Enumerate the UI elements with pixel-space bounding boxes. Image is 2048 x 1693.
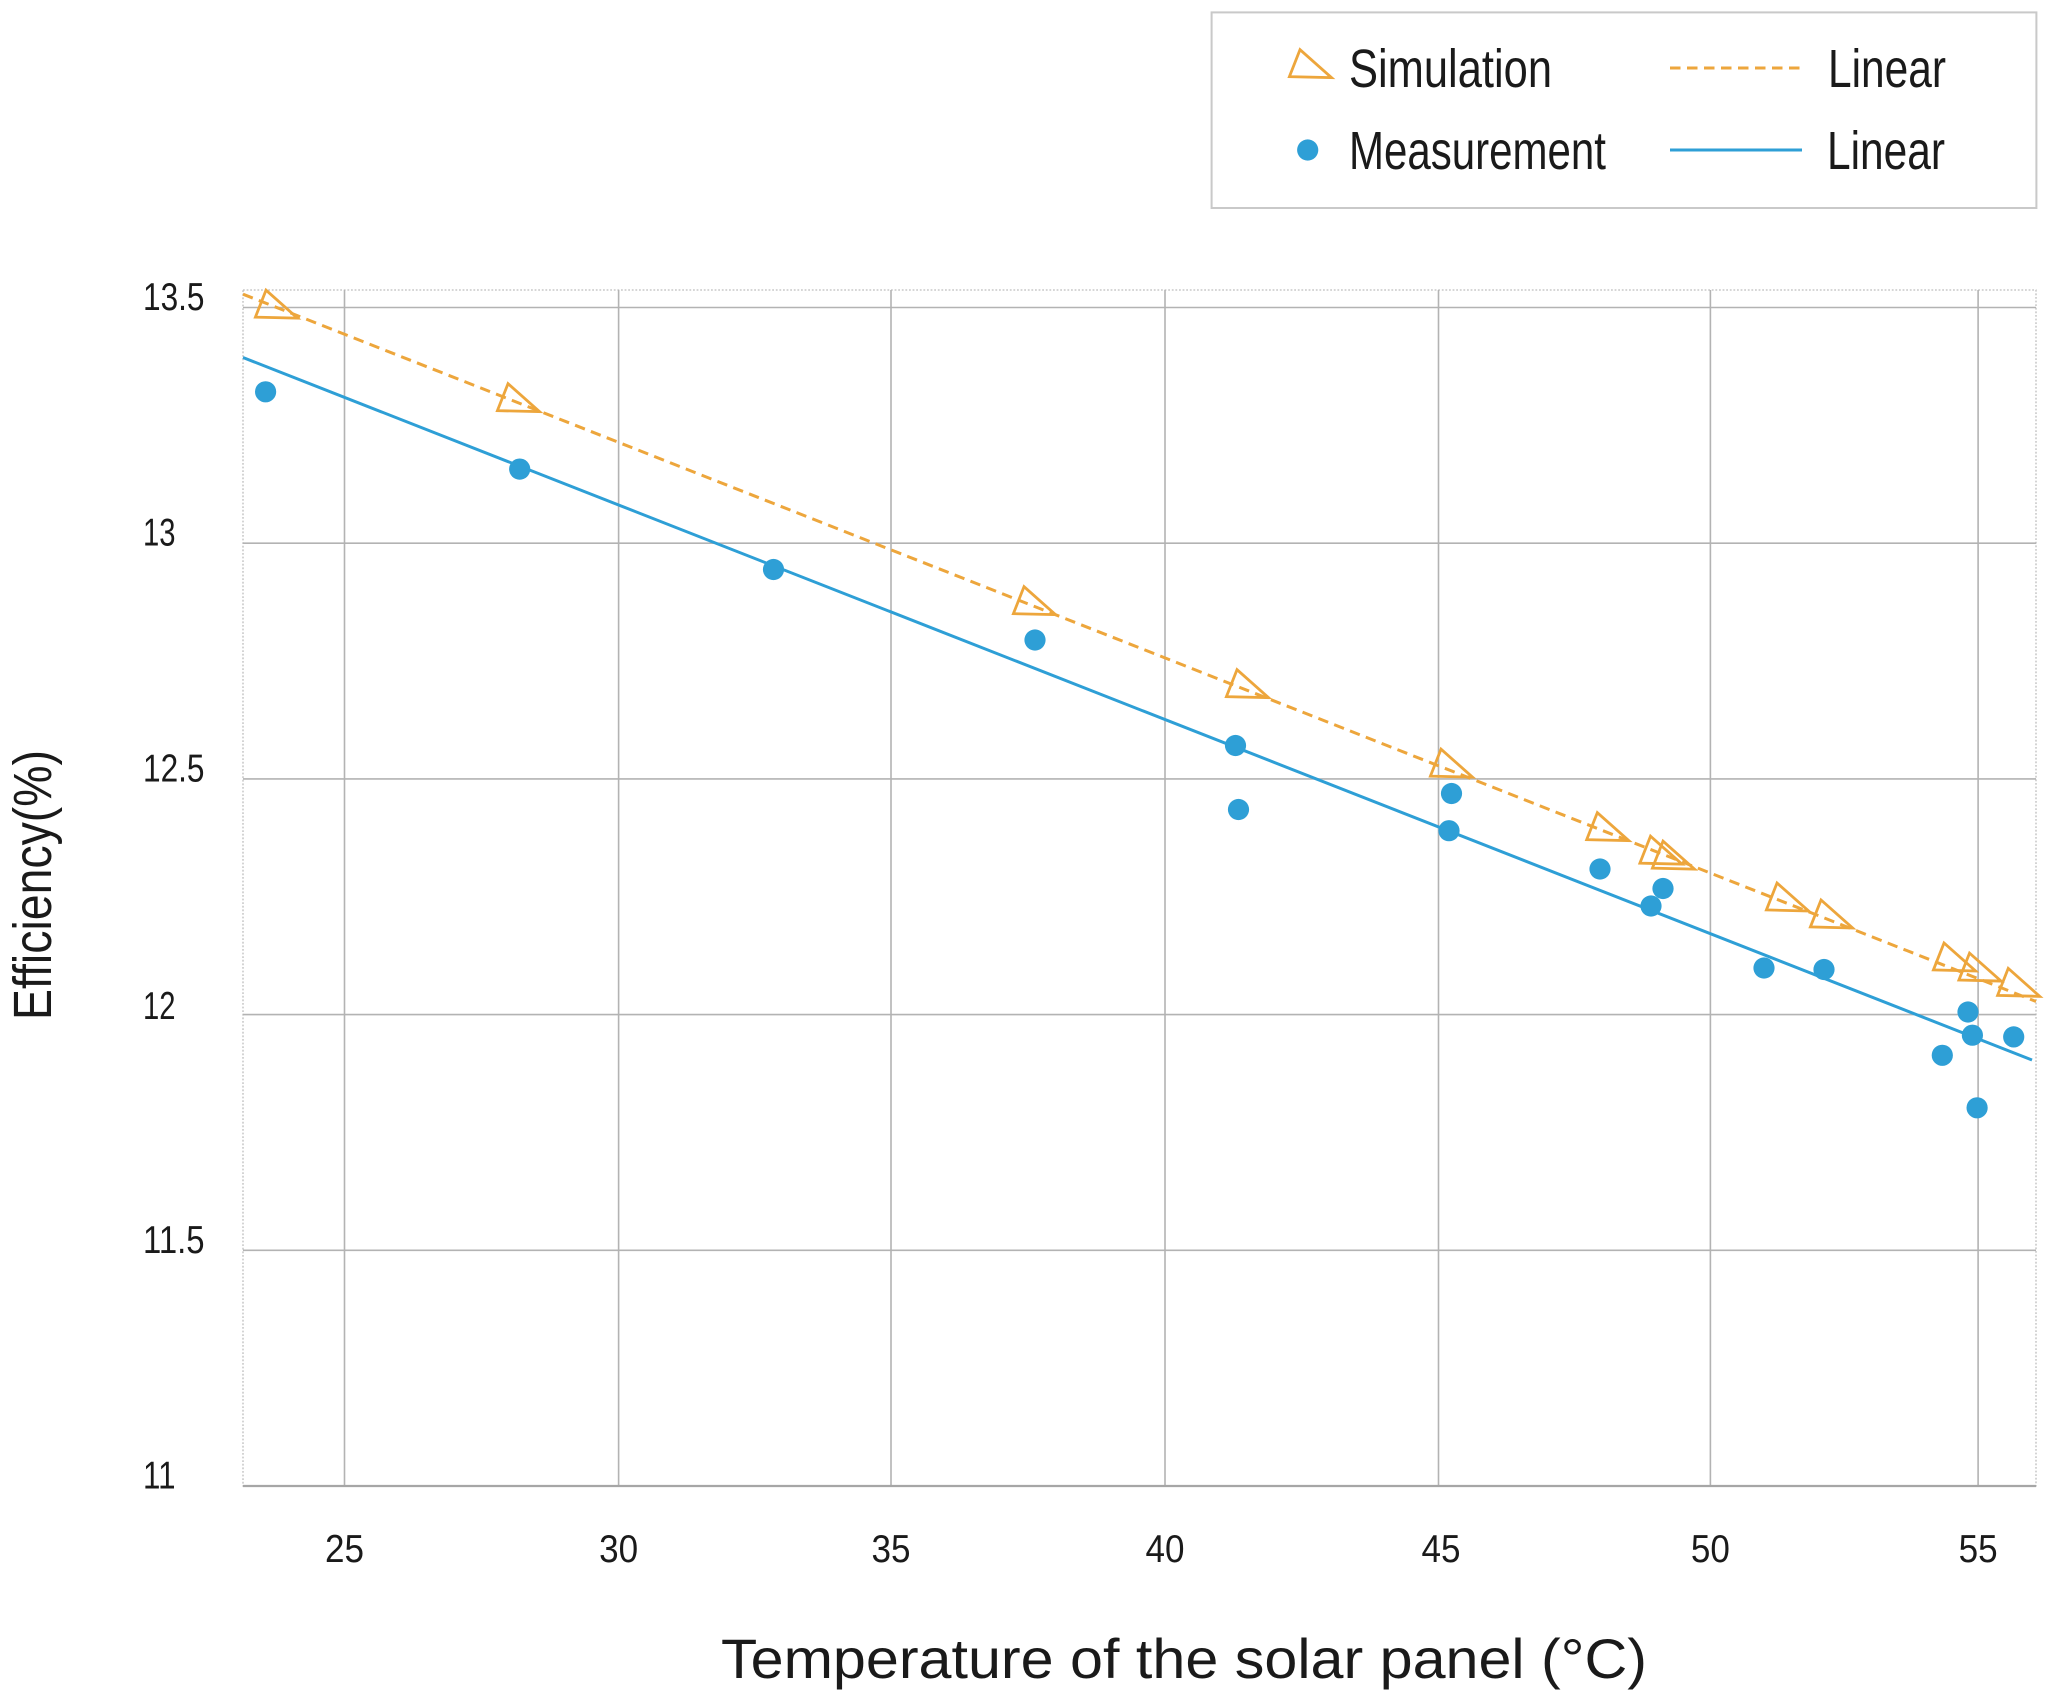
svg-text:Measurement: Measurement [1349, 121, 1606, 181]
svg-text:45: 45 [1422, 1528, 1461, 1571]
svg-text:11: 11 [143, 1455, 176, 1498]
svg-text:11.5: 11.5 [143, 1219, 205, 1262]
svg-text:Linear: Linear [1827, 121, 1945, 181]
svg-text:13.5: 13.5 [143, 276, 205, 319]
svg-text:13: 13 [143, 512, 176, 555]
svg-text:40: 40 [1146, 1528, 1185, 1571]
svg-text:50: 50 [1691, 1528, 1730, 1571]
svg-text:12: 12 [143, 985, 176, 1028]
svg-text:55: 55 [1959, 1528, 1998, 1571]
svg-text:25: 25 [325, 1528, 364, 1571]
svg-text:Linear: Linear [1828, 39, 1946, 99]
svg-text:12.5: 12.5 [143, 747, 205, 790]
svg-text:Efficiency(%): Efficiency(%) [3, 750, 63, 1020]
svg-text:Temperature of the solar panel: Temperature of the solar panel (°C) [721, 1627, 1647, 1690]
svg-text:30: 30 [599, 1528, 638, 1571]
svg-text:Simulation: Simulation [1349, 39, 1552, 99]
svg-text:35: 35 [872, 1528, 911, 1571]
